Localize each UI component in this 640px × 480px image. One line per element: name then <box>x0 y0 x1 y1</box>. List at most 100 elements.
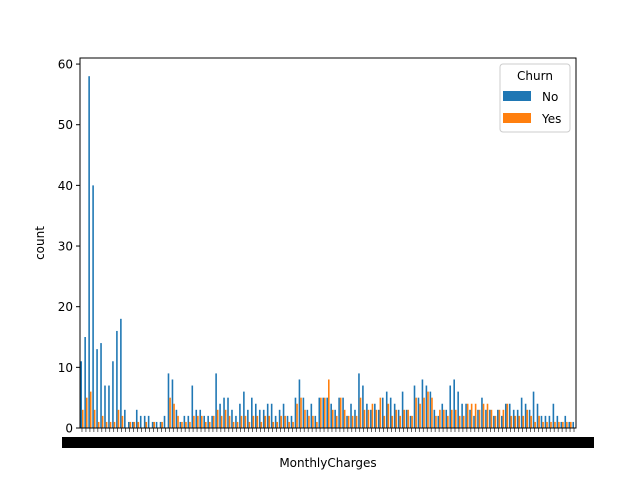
bar-yes <box>387 403 390 428</box>
bar-no <box>354 409 356 428</box>
bar-yes <box>431 397 433 428</box>
bar-yes <box>272 421 275 428</box>
bar-yes <box>177 415 179 428</box>
bar-no <box>556 415 559 428</box>
bar-no <box>536 403 539 428</box>
bar-no <box>243 391 245 428</box>
bar-no <box>306 409 309 428</box>
bar-no <box>80 361 82 428</box>
bar-no <box>163 415 166 428</box>
bar-yes <box>121 415 124 428</box>
bar-no <box>445 409 448 428</box>
bar-no <box>235 415 237 428</box>
bar-yes <box>411 415 413 428</box>
bar-yes <box>462 415 465 428</box>
bar-no <box>421 379 424 428</box>
bar-no <box>381 397 384 428</box>
bar-no <box>211 415 213 428</box>
bar-no <box>104 385 106 428</box>
bar-yes <box>427 391 429 428</box>
bar-no <box>92 185 94 428</box>
bar-yes <box>363 409 366 428</box>
bar-yes <box>240 415 243 428</box>
bar-yes <box>550 421 552 428</box>
bar-yes <box>173 403 175 428</box>
bar-yes <box>339 397 342 428</box>
bar-yes <box>288 421 290 428</box>
legend-label-yes: Yes <box>541 112 561 126</box>
bar-no <box>100 343 102 428</box>
bar-no <box>389 397 392 428</box>
bar-yes <box>197 415 199 428</box>
bar-yes <box>224 409 227 428</box>
bar-no <box>282 403 285 428</box>
bar-yes <box>391 415 394 428</box>
bar-no <box>397 409 400 428</box>
bar-no <box>84 337 86 428</box>
legend: Churn No Yes <box>499 63 571 133</box>
bar-yes <box>395 409 398 428</box>
bar-no <box>346 415 348 428</box>
bar-no <box>219 403 221 428</box>
bar-yes <box>470 403 473 428</box>
bar-yes <box>482 403 485 428</box>
bar-no <box>429 391 432 428</box>
bar-yes <box>494 415 497 428</box>
bar-yes <box>244 415 247 428</box>
bar-yes <box>117 409 120 428</box>
bar-yes <box>189 421 191 428</box>
bar-yes <box>204 421 207 428</box>
bar-no <box>183 415 186 428</box>
bar-yes <box>153 421 155 428</box>
bar-yes <box>161 421 163 428</box>
bar-yes <box>490 409 493 428</box>
bar-yes <box>435 415 437 428</box>
bar-no <box>247 409 249 428</box>
bar-no <box>338 397 340 428</box>
bar-yes <box>375 409 378 428</box>
bar-no <box>266 403 269 428</box>
bar-yes <box>514 415 517 428</box>
bar-yes <box>510 415 513 428</box>
bar-yes <box>566 421 568 428</box>
bar-yes <box>292 421 294 428</box>
bar-yes <box>347 415 350 428</box>
bar-no <box>457 391 459 428</box>
bar-yes <box>530 415 532 428</box>
y-tick-label: 10 <box>58 361 73 375</box>
bar-no <box>155 421 158 428</box>
bar-no <box>504 403 507 428</box>
bar-yes <box>343 409 346 428</box>
bar-yes <box>324 397 326 428</box>
bar-yes <box>466 403 469 428</box>
bar-no <box>251 397 253 428</box>
bar-yes <box>331 409 334 428</box>
bar-yes <box>109 421 112 428</box>
bar-no <box>489 409 491 428</box>
bar-no <box>378 409 380 428</box>
bar-no <box>374 403 376 428</box>
bar-yes <box>268 415 271 428</box>
bar-no <box>227 397 229 428</box>
bar-yes <box>304 409 306 428</box>
bar-yes <box>367 409 370 428</box>
y-tick-label: 20 <box>58 300 73 314</box>
bar-yes <box>212 415 215 428</box>
bar-yes <box>355 415 358 428</box>
bar-no <box>314 415 317 428</box>
bar-no <box>326 397 328 428</box>
bar-no <box>453 379 455 428</box>
legend-label-no: No <box>542 90 558 104</box>
bar-no <box>465 403 467 428</box>
bar-no <box>262 409 265 428</box>
y-axis-ticks: 0 10 20 30 40 50 60 <box>58 58 80 436</box>
bar-no <box>508 403 511 428</box>
bar-yes <box>236 421 239 428</box>
bar-no <box>516 409 519 428</box>
bar-no <box>401 391 404 428</box>
bar-no <box>215 373 217 428</box>
bar-no <box>207 415 209 428</box>
bar-no <box>322 397 325 428</box>
bar-no <box>310 403 313 428</box>
bar-yes <box>228 415 231 428</box>
